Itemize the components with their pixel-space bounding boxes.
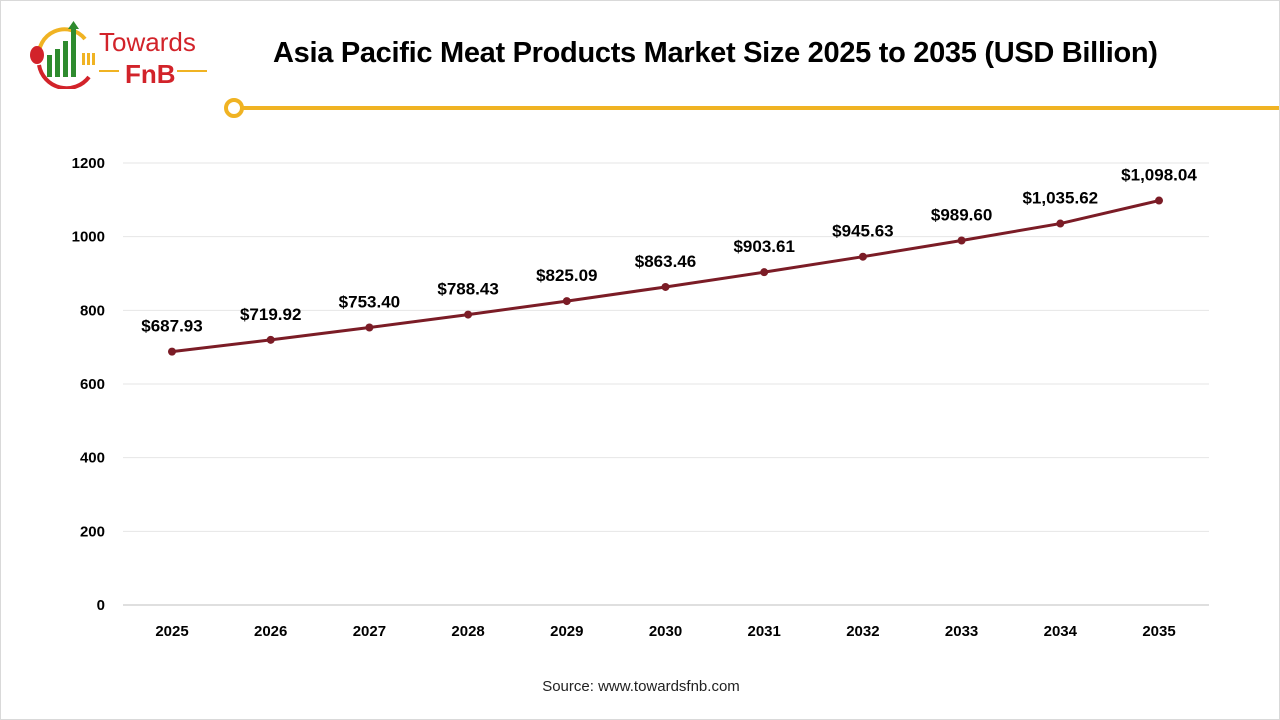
- data-point: [1155, 196, 1163, 205]
- data-point: [168, 347, 176, 356]
- x-tick-label: 2025: [155, 623, 188, 640]
- x-tick-label: 2028: [451, 623, 484, 640]
- series-line: [171, 199, 1160, 354]
- data-label: $1,035.62: [1022, 189, 1098, 208]
- x-tick-label: 2027: [353, 623, 386, 640]
- x-tick-label: 2029: [550, 623, 583, 640]
- data-label: $989.60: [931, 205, 992, 224]
- data-point: [858, 252, 867, 261]
- x-tick-label: 2031: [748, 623, 781, 640]
- data-point: [661, 282, 670, 291]
- x-tick-label: 2032: [846, 623, 879, 640]
- brand-name-fnb: FnB: [125, 59, 176, 89]
- data-label: $719.92: [240, 305, 301, 324]
- x-tick-label: 2035: [1142, 623, 1175, 640]
- y-tick-label: 0: [97, 597, 105, 614]
- y-tick-label: 200: [80, 523, 105, 540]
- chart-title: Asia Pacific Meat Products Market Size 2…: [273, 37, 1158, 69]
- x-tick-label: 2034: [1044, 623, 1078, 640]
- y-tick-label: 400: [80, 450, 105, 467]
- data-label: $788.43: [437, 280, 498, 299]
- y-tick-label: 1000: [72, 229, 105, 246]
- data-point: [365, 323, 374, 332]
- data-point: [957, 236, 966, 245]
- data-point: [760, 268, 769, 277]
- data-label: $687.93: [141, 317, 202, 336]
- data-label: $903.61: [733, 237, 794, 256]
- data-label: $825.09: [536, 266, 597, 285]
- y-tick-label: 600: [80, 376, 105, 393]
- data-label: $863.46: [635, 252, 696, 271]
- source-note: Source: www.towardsfnb.com: [542, 678, 740, 695]
- data-point: [464, 310, 473, 319]
- brand-name: Towards: [99, 27, 196, 57]
- y-tick-label: 1200: [72, 155, 105, 172]
- data-label: $1,098.04: [1121, 166, 1197, 185]
- data-point: [266, 335, 275, 344]
- x-tick-label: 2033: [945, 623, 978, 640]
- x-tick-label: 2030: [649, 623, 682, 640]
- data-point: [1056, 219, 1065, 228]
- y-tick-label: 800: [80, 302, 105, 319]
- data-label: $753.40: [339, 292, 400, 311]
- towards-fnb-logo: Towards FnB: [30, 21, 207, 89]
- data-label: $945.63: [832, 222, 893, 241]
- x-tick-label: 2026: [254, 623, 287, 640]
- title-underline-dot: [224, 98, 244, 118]
- data-point: [562, 297, 571, 306]
